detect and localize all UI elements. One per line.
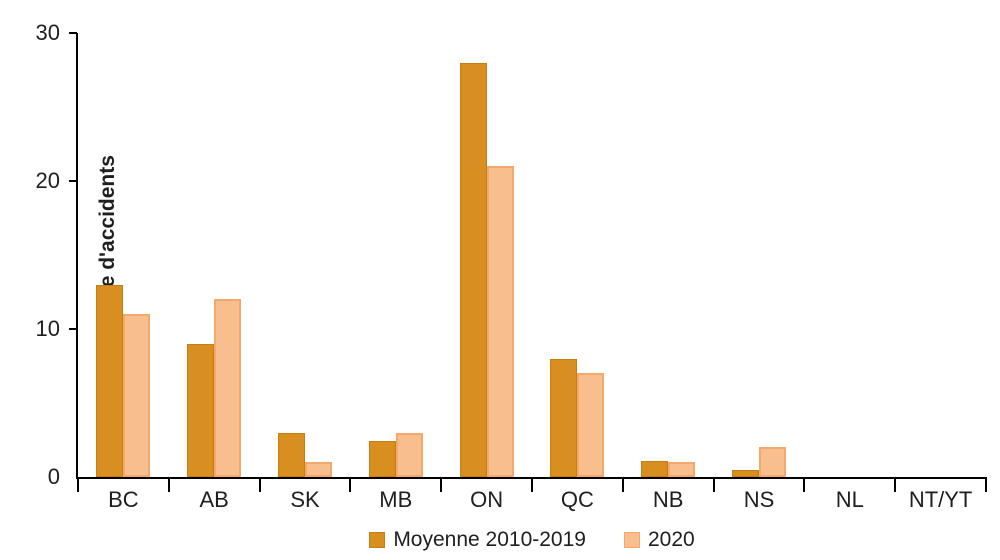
category-label-NT/YT: NT/YT [908, 487, 973, 512]
bar-ON-moyenne [459, 62, 487, 477]
bar-QC-2020 [577, 373, 605, 477]
legend-swatch [623, 532, 640, 548]
bar-SK-moyenne [278, 432, 305, 477]
y-axis-line [76, 33, 78, 479]
category-label-NS: NS [743, 487, 775, 512]
bar-MB-2020 [395, 432, 423, 477]
x-tick-mark [349, 477, 352, 492]
category-label-NL: NL [835, 487, 864, 512]
bar-QC-moyenne [550, 358, 578, 477]
bar-BC-moyenne [96, 284, 124, 477]
y-tick-mark [69, 328, 77, 330]
category-label-AB: AB [199, 487, 229, 512]
category-label-ON: ON [470, 487, 504, 512]
category-label-MB: MB [379, 487, 413, 512]
plot-area [76, 33, 987, 492]
bar-NS-2020 [759, 447, 786, 477]
bar-AB-2020 [214, 299, 242, 477]
y-tick-mark [69, 32, 77, 34]
x-tick-mark [985, 477, 987, 492]
bar-NS-moyenne [732, 469, 759, 477]
y-tick-mark [69, 180, 77, 182]
bar-ON-2020 [486, 166, 514, 477]
x-tick-mark [531, 477, 533, 492]
x-tick-mark [621, 477, 624, 492]
bar-NB-2020 [668, 462, 696, 477]
x-tick-mark [894, 477, 897, 492]
legend-swatch [369, 532, 386, 548]
legend-item: Moyenne 2010-2019 [369, 528, 586, 552]
bar-BC-2020 [123, 314, 151, 477]
category-label-QC: QC [560, 487, 594, 512]
x-tick-mark [440, 477, 443, 492]
bar-NB-moyenne [641, 460, 669, 477]
x-tick-mark [803, 477, 806, 492]
x-tick-mark [77, 477, 79, 492]
x-tick-mark [167, 477, 170, 492]
legend-item: 2020 [623, 528, 695, 552]
legend-label: Moyenne 2010-2019 [393, 528, 586, 551]
bar-MB-moyenne [368, 441, 396, 477]
legend-label: 2020 [647, 528, 695, 551]
y-tick-label: 20 [35, 168, 60, 193]
bar-AB-moyenne [187, 343, 215, 477]
legend: Moyenne 2010-2019 2020 [78, 528, 986, 552]
y-tick-label: 30 [35, 20, 60, 45]
x-tick-mark [712, 477, 715, 492]
y-tick-label: 0 [47, 464, 60, 489]
category-label-NB: NB [652, 487, 684, 512]
bar-SK-2020 [305, 462, 332, 477]
category-label-BC: BC [108, 487, 139, 512]
category-label-SK: SK [290, 487, 320, 512]
y-tick-label: 10 [35, 316, 60, 341]
x-tick-mark [258, 477, 261, 492]
